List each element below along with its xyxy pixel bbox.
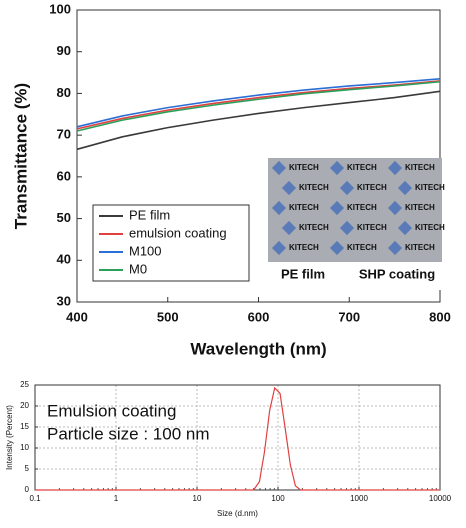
y-tick-label: 20 bbox=[20, 401, 29, 410]
y-tick-label: 5 bbox=[25, 464, 30, 473]
y-axis-label: Transmittance (%) bbox=[11, 83, 30, 229]
inset-logo-icon bbox=[329, 160, 345, 176]
inset-logo-icon bbox=[281, 220, 297, 236]
inset-logo-icon bbox=[271, 200, 287, 216]
x-tick-label: 400 bbox=[66, 309, 88, 324]
inset-caption: SHP coating bbox=[359, 266, 435, 281]
inset-logo-icon bbox=[387, 240, 403, 256]
x-axis-label: Size (d.nm) bbox=[217, 509, 258, 518]
inset-logo-text: KITECH bbox=[347, 203, 377, 212]
y-tick-label: 50 bbox=[57, 210, 71, 225]
data-line bbox=[76, 80, 441, 130]
legend-label: emulsion coating bbox=[129, 225, 227, 240]
data-line bbox=[76, 80, 441, 132]
inset-logo-icon bbox=[339, 220, 355, 236]
inset-caption-bg bbox=[268, 262, 442, 290]
x-tick-label: 700 bbox=[338, 309, 360, 324]
x-tick-label: 10 bbox=[193, 494, 202, 503]
inset-logo-icon bbox=[271, 160, 287, 176]
inset-logo-text: KITECH bbox=[415, 183, 445, 192]
y-tick-label: 30 bbox=[57, 293, 71, 308]
y-tick-label: 25 bbox=[20, 380, 29, 389]
inset-logo-icon bbox=[329, 200, 345, 216]
inset-logo-text: KITECH bbox=[289, 203, 319, 212]
x-tick-label: 500 bbox=[157, 309, 179, 324]
inset-logo-text: KITECH bbox=[405, 243, 435, 252]
inset-logo-text: KITECH bbox=[299, 223, 329, 232]
data-line bbox=[76, 90, 441, 151]
inset-logo-icon bbox=[339, 180, 355, 196]
inset-logo-text: KITECH bbox=[357, 183, 387, 192]
legend-label: M0 bbox=[129, 261, 147, 276]
inset-logo-icon bbox=[397, 180, 413, 196]
inset-logo-icon bbox=[387, 200, 403, 216]
y-tick-label: 60 bbox=[57, 168, 71, 183]
y-tick-label: 40 bbox=[57, 252, 71, 267]
inset-logo-text: KITECH bbox=[415, 223, 445, 232]
x-axis-label: Wavelength (nm) bbox=[190, 339, 326, 358]
legend-box bbox=[92, 204, 250, 282]
inset-logo-text: KITECH bbox=[347, 163, 377, 172]
inset-logo-icon bbox=[281, 180, 297, 196]
inset-logo-text: KITECH bbox=[299, 183, 329, 192]
y-tick-label: 0 bbox=[25, 485, 30, 494]
inset-logo-text: KITECH bbox=[357, 223, 387, 232]
x-tick-label: 600 bbox=[248, 309, 270, 324]
inset-logo-text: KITECH bbox=[347, 243, 377, 252]
annotation: Emulsion coating bbox=[47, 401, 176, 420]
x-tick-label: 0.1 bbox=[29, 494, 41, 503]
x-tick-label: 1000 bbox=[350, 494, 368, 503]
y-tick-label: 15 bbox=[20, 422, 29, 431]
data-line bbox=[76, 78, 441, 128]
inset-logo-text: KITECH bbox=[289, 163, 319, 172]
x-tick-label: 100 bbox=[271, 494, 285, 503]
inset-logo-text: KITECH bbox=[289, 243, 319, 252]
inset-logo-icon bbox=[397, 220, 413, 236]
x-tick-label: 10000 bbox=[429, 494, 452, 503]
inset-logo-text: KITECH bbox=[405, 203, 435, 212]
y-axis-label: Intensity (Percent) bbox=[5, 405, 14, 470]
y-tick-label: 80 bbox=[57, 85, 71, 100]
plot-frame bbox=[76, 9, 441, 303]
inset-caption: PE film bbox=[281, 266, 325, 281]
legend-label: PE film bbox=[129, 207, 170, 222]
inset-logo-icon bbox=[329, 240, 345, 256]
x-tick-label: 1 bbox=[114, 494, 119, 503]
y-tick-label: 70 bbox=[57, 127, 71, 142]
y-tick-label: 90 bbox=[57, 43, 71, 58]
data-line bbox=[35, 386, 440, 491]
inset-logo-icon bbox=[387, 160, 403, 176]
legend-label: M100 bbox=[129, 243, 162, 258]
x-tick-label: 800 bbox=[429, 309, 451, 324]
y-tick-label: 10 bbox=[20, 443, 29, 452]
inset-logo-icon bbox=[271, 240, 287, 256]
annotation: Particle size : 100 nm bbox=[47, 424, 210, 443]
inset-logo-text: KITECH bbox=[405, 163, 435, 172]
y-tick-label: 100 bbox=[49, 1, 71, 16]
